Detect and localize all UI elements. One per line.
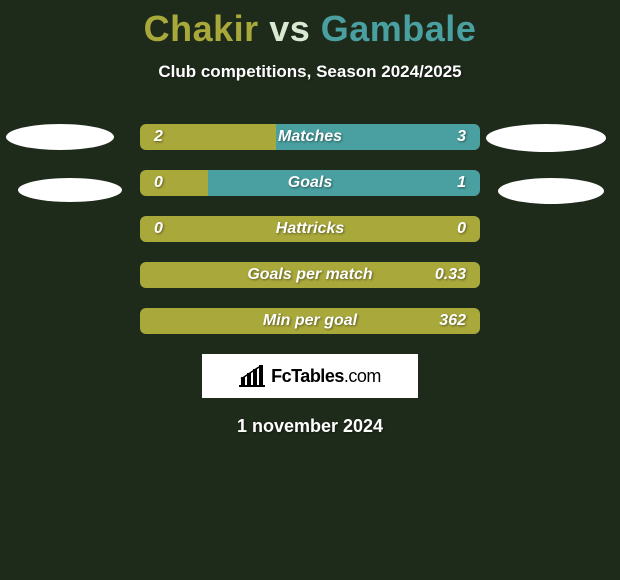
stat-label: Goals: [288, 174, 332, 192]
stat-bar-track: 0.33 Goals per match: [140, 262, 480, 288]
logo-light: .com: [344, 366, 381, 386]
stat-value-left: 2: [154, 128, 163, 146]
stat-bar-right: [208, 170, 480, 196]
stat-bar-track: 0 1 Goals: [140, 170, 480, 196]
barchart-icon: [239, 365, 265, 387]
stat-row: 362 Min per goal: [0, 308, 620, 334]
stat-label: Matches: [278, 128, 342, 146]
stat-value-left: 0: [154, 220, 163, 238]
logo-box: FcTables.com: [202, 354, 418, 398]
stat-row: 0 1 Goals: [0, 170, 620, 196]
stats-rows: 2 3 Matches 0 1 Goals 0 0 Hattricks 0.33 Goals per…: [0, 124, 620, 334]
stat-bar-track: 2 3 Matches: [140, 124, 480, 150]
page-title: Chakir vs Gambale: [0, 0, 620, 50]
player2-name: Gambale: [321, 8, 477, 49]
stat-row: 0.33 Goals per match: [0, 262, 620, 288]
player1-name: Chakir: [144, 8, 259, 49]
stat-label: Goals per match: [247, 266, 372, 284]
stat-value-right: 0: [457, 220, 466, 238]
stat-row: 2 3 Matches: [0, 124, 620, 150]
stat-value-right: 1: [457, 174, 466, 192]
stat-value-right: 3: [457, 128, 466, 146]
logo-text: FcTables.com: [271, 366, 381, 387]
stat-bar-track: 0 0 Hattricks: [140, 216, 480, 242]
date-line: 1 november 2024: [0, 416, 620, 437]
stat-label: Hattricks: [276, 220, 344, 238]
subtitle: Club competitions, Season 2024/2025: [0, 62, 620, 82]
stat-bar-track: 362 Min per goal: [140, 308, 480, 334]
stat-value-left: 0: [154, 174, 163, 192]
stat-bar-left: [140, 170, 208, 196]
stat-value-right: 362: [439, 312, 466, 330]
stats-card: Chakir vs Gambale Club competitions, Sea…: [0, 0, 620, 580]
vs-word: vs: [269, 8, 310, 49]
stat-label: Min per goal: [263, 312, 357, 330]
logo-strong: FcTables: [271, 366, 344, 386]
stat-row: 0 0 Hattricks: [0, 216, 620, 242]
stat-value-right: 0.33: [435, 266, 466, 284]
